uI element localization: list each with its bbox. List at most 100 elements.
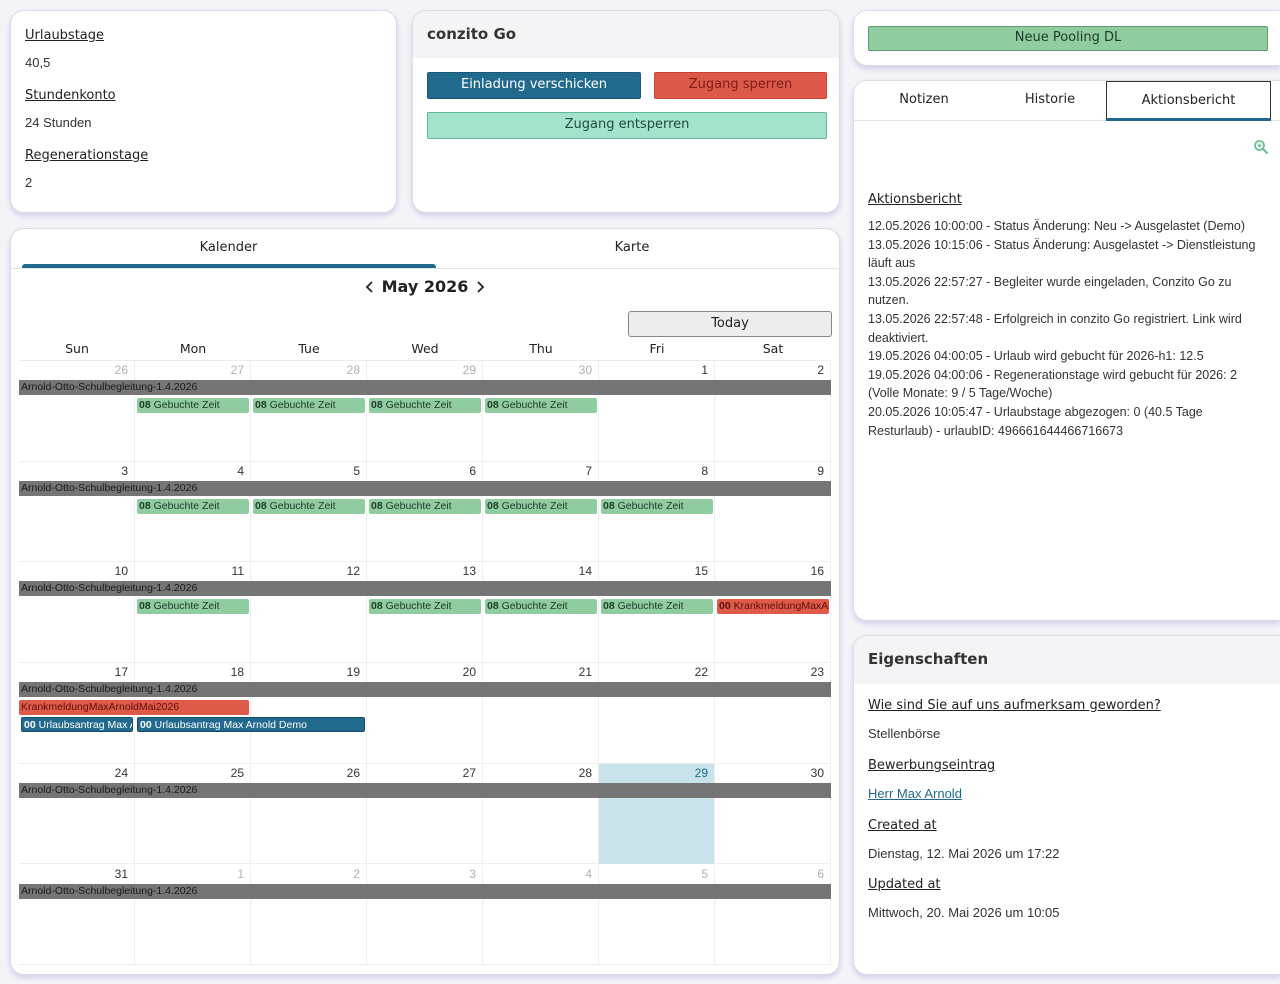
calendar-day-cell[interactable]: 3 — [367, 864, 483, 966]
calendar-day-cell[interactable]: 30 — [483, 361, 599, 462]
calendar-day-cell[interactable]: 27 — [367, 763, 483, 865]
school-event-bar[interactable]: Arnold-Otto-Schulbegleitung-1.4.2026 — [19, 782, 831, 798]
today-button[interactable]: Today — [628, 311, 832, 337]
calendar-day-cell[interactable]: 5 — [251, 461, 367, 563]
calendar-day-cell[interactable]: 2 — [251, 864, 367, 966]
booked-time-event[interactable]: 08 Gebuchte Zeit — [601, 599, 713, 615]
calendar-day-cell[interactable]: 29 — [367, 361, 483, 462]
booked-time-event[interactable]: 08 Gebuchte Zeit — [137, 599, 249, 615]
calendar-day-cell[interactable]: 1 — [599, 361, 715, 462]
day-number: 3 — [469, 866, 476, 881]
calendar-day-cell[interactable]: 14 — [483, 562, 599, 664]
booked-time-event[interactable]: 08 Gebuchte Zeit — [253, 498, 365, 514]
booked-time-event[interactable]: 08 Gebuchte Zeit — [485, 599, 597, 615]
calendar-day-cell[interactable]: 26 — [251, 763, 367, 865]
booked-time-event[interactable]: 08 Gebuchte Zeit — [485, 498, 597, 514]
calendar-day-cell[interactable]: 20 — [367, 663, 483, 764]
booked-time-event[interactable]: 08 Gebuchte Zeit — [137, 498, 249, 514]
calendar-day-cell[interactable]: 2 — [715, 361, 831, 462]
regeneration-days-label: Regenerationstage — [25, 148, 149, 163]
calendar-day-cell[interactable]: 11 — [135, 562, 251, 664]
day-number: 27 — [230, 363, 244, 377]
school-event-bar[interactable]: Arnold-Otto-Schulbegleitung-1.4.2026 — [19, 581, 831, 597]
calendar-day-cell[interactable]: 30 — [715, 763, 831, 865]
booked-time-event[interactable]: 08 Gebuchte Zeit — [137, 398, 249, 413]
calendar-day-cell[interactable]: 4 — [135, 461, 251, 563]
booked-time-event[interactable]: 08 Gebuchte Zeit — [369, 498, 481, 514]
unlock-access-button[interactable]: Zugang entsperren — [427, 112, 827, 139]
school-event-bar[interactable]: Arnold-Otto-Schulbegleitung-1.4.2026 — [19, 380, 831, 395]
vacation-request-event[interactable]: 00 Urlaubsantrag Max Arnold Demo — [137, 717, 365, 733]
tab-historie[interactable]: Historie — [1024, 92, 1076, 107]
calendar-day-cell[interactable]: 18 — [135, 663, 251, 764]
event-label: Arnold-Otto-Schulbegleitung-1.4.2026 — [21, 884, 198, 897]
day-number: 30 — [578, 363, 592, 377]
pooling-card: Neue Pooling DL — [853, 10, 1280, 66]
calendar-day-cell[interactable]: 24 — [19, 763, 135, 865]
calendar-day-cell[interactable]: 19 — [251, 663, 367, 764]
calendar-day-cell[interactable]: 15 — [599, 562, 715, 664]
tab-karte[interactable]: Karte — [614, 240, 650, 255]
vacation-request-event[interactable]: 00 Urlaubsantrag Max A — [21, 717, 133, 733]
zoom-in-icon[interactable] — [1253, 139, 1269, 155]
school-event-bar[interactable]: Arnold-Otto-Schulbegleitung-1.4.2026 — [19, 682, 831, 698]
calendar-day-cell[interactable]: 27 — [135, 361, 251, 462]
day-number: 22 — [694, 665, 708, 680]
calendar-day-cell[interactable]: 3 — [19, 461, 135, 563]
calendar-day-cell[interactable]: 25 — [135, 763, 251, 865]
event-time: 08 — [371, 600, 383, 613]
log-entry: 20.05.2026 10:05:47 - Urlaubstage abgezo… — [868, 404, 1203, 438]
calendar-week-row: 3 4 5 6 7 8 9 Arnold-Otto-Schulbegleitung-1.4.2… — [19, 461, 831, 563]
day-number: 19 — [346, 665, 360, 680]
calendar-day-cell[interactable]: 8 — [599, 461, 715, 563]
month-grid: 26 27 28 29 30 1 2 Arnold-Otto-Schulbegleitung-… — [19, 361, 831, 966]
calendar-day-cell[interactable]: 6 — [367, 461, 483, 563]
chevron-left-icon[interactable] — [362, 279, 378, 295]
send-invitation-button[interactable]: Einladung verschicken — [427, 72, 641, 99]
sick-leave-event[interactable]: KrankmeldungMaxArnoldMai2026 — [19, 700, 249, 716]
booked-time-event[interactable]: 08 Gebuchte Zeit — [485, 398, 597, 413]
booked-time-event[interactable]: 08 Gebuchte Zeit — [369, 599, 481, 615]
calendar-day-cell[interactable]: 23 — [715, 663, 831, 764]
calendar-day-cell[interactable]: 12 — [251, 562, 367, 664]
calendar-day-cell[interactable]: 22 — [599, 663, 715, 764]
calendar-day-cell[interactable]: 7 — [483, 461, 599, 563]
chevron-right-icon[interactable] — [472, 279, 488, 295]
school-event-bar[interactable]: Arnold-Otto-Schulbegleitung-1.4.2026 — [19, 480, 831, 496]
school-event-bar[interactable]: Arnold-Otto-Schulbegleitung-1.4.2026 — [19, 883, 831, 899]
tab-aktionsbericht[interactable]: Aktionsbericht — [1106, 81, 1271, 121]
calendar-day-cell[interactable]: 9 — [715, 461, 831, 563]
calendar-day-cell[interactable]: 31 — [19, 864, 135, 966]
calendar-day-cell[interactable]: 16 — [715, 562, 831, 664]
calendar-day-cell[interactable]: 6 — [715, 864, 831, 966]
calendar-day-cell[interactable]: 21 — [483, 663, 599, 764]
calendar-day-cell[interactable]: 28 — [483, 763, 599, 865]
calendar-day-cell[interactable]: 26 — [19, 361, 135, 462]
active-tab-indicator — [22, 264, 436, 268]
calendar-day-cell[interactable]: 1 — [135, 864, 251, 966]
calendar-day-cell[interactable]: 13 — [367, 562, 483, 664]
calendar-day-cell[interactable]: 5 — [599, 864, 715, 966]
calendar-day-cell[interactable]: 4 — [483, 864, 599, 966]
tab-notizen[interactable]: Notizen — [899, 92, 949, 107]
weekday-label: Fri — [649, 341, 665, 356]
calendar-day-cell[interactable]: 10 — [19, 562, 135, 664]
calendar-day-cell[interactable]: 28 — [251, 361, 367, 462]
tab-kalender[interactable]: Kalender — [199, 240, 258, 255]
day-number: 21 — [578, 665, 592, 680]
application-link[interactable]: Herr Max Arnold — [868, 786, 962, 801]
new-pooling-button[interactable]: Neue Pooling DL — [868, 26, 1268, 51]
sick-leave-event[interactable]: 00 KrankmeldungMaxAr — [717, 599, 829, 615]
lock-access-button[interactable]: Zugang sperren — [654, 72, 827, 99]
event-label: Urlaubsantrag Max A — [38, 719, 133, 732]
calendar-week-row: 10 11 12 13 14 15 16 Arnold-Otto-Schulbegleitun… — [19, 562, 831, 664]
day-number: 9 — [817, 463, 824, 478]
tab-divider — [11, 268, 839, 269]
day-number: 13 — [462, 564, 476, 579]
booked-time-event[interactable]: 08 Gebuchte Zeit — [369, 398, 481, 413]
calendar-day-cell[interactable]: 29 — [599, 763, 715, 865]
booked-time-event[interactable]: 08 Gebuchte Zeit — [253, 398, 365, 413]
booked-time-event[interactable]: 08 Gebuchte Zeit — [601, 498, 713, 514]
right-tab-bar: Notizen Historie Aktionsbericht — [854, 81, 1280, 121]
event-label: Gebuchte Zeit — [501, 399, 568, 411]
